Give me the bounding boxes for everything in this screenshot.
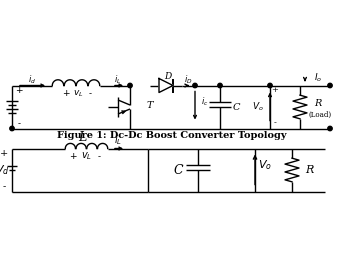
Circle shape (10, 126, 14, 131)
Text: $V_o$: $V_o$ (258, 158, 272, 172)
Text: $i_d$: $i_d$ (28, 73, 36, 86)
Text: -: - (274, 119, 276, 128)
Circle shape (218, 83, 222, 88)
Text: $i_D$: $i_D$ (184, 73, 193, 86)
Text: +: + (0, 149, 8, 158)
Text: R: R (314, 99, 322, 107)
Text: +: + (15, 86, 23, 95)
Text: T: T (147, 101, 153, 110)
Text: $i_L$: $i_L$ (115, 73, 122, 86)
Text: +: + (62, 89, 70, 98)
Circle shape (268, 83, 272, 88)
Text: $v_L$: $v_L$ (73, 88, 83, 99)
Circle shape (328, 83, 332, 88)
Text: D: D (164, 72, 171, 81)
Text: -: - (2, 182, 6, 191)
Circle shape (328, 126, 332, 131)
Circle shape (193, 83, 197, 88)
Text: C: C (232, 102, 240, 112)
Text: +: + (69, 152, 76, 161)
Text: $V_o$: $V_o$ (252, 101, 264, 113)
Circle shape (128, 83, 132, 88)
Text: $V_d$: $V_d$ (0, 163, 9, 177)
Text: L: L (78, 131, 87, 144)
Text: Figure 1: Dc-Dc Boost Converter Topology: Figure 1: Dc-Dc Boost Converter Topology (57, 131, 287, 140)
Polygon shape (159, 79, 173, 92)
Text: $i_c$: $i_c$ (201, 96, 209, 108)
Text: R: R (305, 165, 313, 175)
Text: $v_L$: $v_L$ (81, 151, 92, 162)
Text: $i_L$: $i_L$ (114, 134, 122, 148)
Text: $I_o$: $I_o$ (314, 71, 322, 84)
Text: C: C (173, 163, 183, 177)
Text: -: - (98, 152, 101, 161)
Text: -: - (18, 119, 20, 128)
Text: +: + (272, 86, 278, 95)
Text: -: - (89, 89, 91, 98)
Text: (Load): (Load) (308, 111, 332, 119)
